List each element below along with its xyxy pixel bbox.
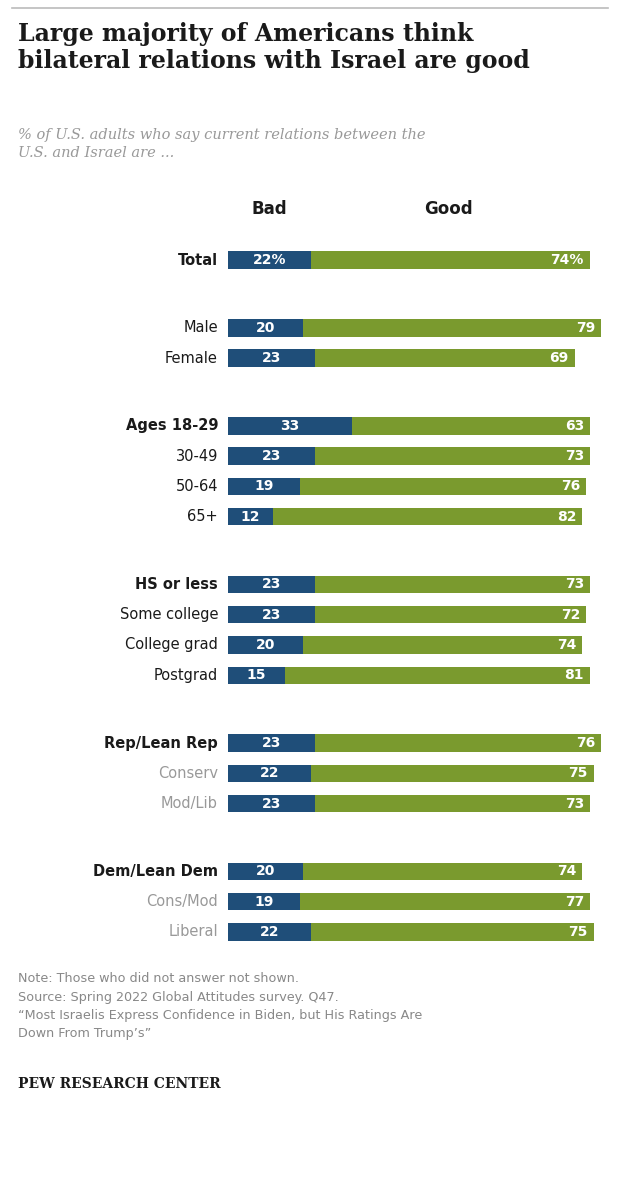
Text: 33: 33 bbox=[281, 419, 300, 433]
Text: 74: 74 bbox=[557, 638, 577, 652]
Bar bbox=[315, 448, 590, 464]
Bar bbox=[228, 636, 303, 654]
Text: 82: 82 bbox=[557, 510, 577, 523]
Text: 22: 22 bbox=[260, 767, 279, 780]
Bar bbox=[228, 734, 315, 751]
Bar bbox=[303, 863, 582, 880]
Bar bbox=[273, 508, 582, 526]
Text: 76: 76 bbox=[576, 736, 595, 750]
Text: 19: 19 bbox=[254, 894, 273, 908]
Bar bbox=[285, 666, 590, 684]
Bar bbox=[228, 576, 315, 593]
Text: Note: Those who did not answer not shown.
Source: Spring 2022 Global Attitudes s: Note: Those who did not answer not shown… bbox=[18, 972, 422, 1040]
Text: 63: 63 bbox=[565, 419, 584, 433]
Text: Cons/Mod: Cons/Mod bbox=[146, 894, 218, 910]
Text: 69: 69 bbox=[549, 352, 569, 365]
Text: 23: 23 bbox=[262, 449, 281, 463]
Text: 15: 15 bbox=[247, 668, 266, 683]
Text: 75: 75 bbox=[569, 767, 588, 780]
Text: 73: 73 bbox=[565, 577, 584, 592]
Bar bbox=[228, 764, 311, 782]
Bar bbox=[303, 319, 601, 336]
Bar bbox=[228, 418, 352, 434]
Bar bbox=[315, 794, 590, 812]
Text: 74%: 74% bbox=[551, 253, 584, 268]
Text: 22%: 22% bbox=[253, 253, 286, 268]
Text: 65+: 65+ bbox=[187, 509, 218, 524]
Text: 20: 20 bbox=[256, 320, 275, 335]
Text: College grad: College grad bbox=[125, 637, 218, 653]
Bar bbox=[299, 478, 586, 496]
Text: 72: 72 bbox=[560, 607, 580, 622]
Bar bbox=[311, 251, 590, 269]
Text: PEW RESEARCH CENTER: PEW RESEARCH CENTER bbox=[18, 1078, 221, 1091]
Text: Rep/Lean Rep: Rep/Lean Rep bbox=[104, 736, 218, 750]
Bar bbox=[315, 734, 601, 751]
Text: 73: 73 bbox=[565, 449, 584, 463]
Text: Postgrad: Postgrad bbox=[154, 667, 218, 683]
Text: Conserv: Conserv bbox=[158, 766, 218, 781]
Bar bbox=[228, 319, 303, 336]
Bar bbox=[311, 764, 594, 782]
Text: 74: 74 bbox=[557, 864, 577, 878]
Text: Mod/Lib: Mod/Lib bbox=[161, 796, 218, 811]
Text: 76: 76 bbox=[561, 480, 580, 493]
Text: Liberal: Liberal bbox=[169, 924, 218, 940]
Bar bbox=[228, 666, 285, 684]
Text: 23: 23 bbox=[262, 607, 281, 622]
Bar bbox=[228, 893, 299, 911]
Bar bbox=[315, 606, 586, 624]
Text: Good: Good bbox=[424, 200, 473, 218]
Text: Ages 18-29: Ages 18-29 bbox=[125, 419, 218, 433]
Text: 20: 20 bbox=[256, 638, 275, 652]
Text: 30-49: 30-49 bbox=[175, 449, 218, 463]
Text: % of U.S. adults who say current relations between the
U.S. and Israel are ...: % of U.S. adults who say current relatio… bbox=[18, 128, 425, 161]
Text: Bad: Bad bbox=[252, 200, 287, 218]
Text: Some college: Some college bbox=[120, 607, 218, 623]
Bar bbox=[228, 508, 273, 526]
Text: 79: 79 bbox=[576, 320, 595, 335]
Text: 81: 81 bbox=[564, 668, 584, 683]
Bar bbox=[228, 794, 315, 812]
Bar bbox=[311, 923, 594, 941]
Bar bbox=[315, 349, 575, 367]
Bar bbox=[228, 606, 315, 624]
Bar bbox=[228, 863, 303, 880]
Text: 23: 23 bbox=[262, 352, 281, 365]
Text: 23: 23 bbox=[262, 736, 281, 750]
Text: Large majority of Americans think
bilateral relations with Israel are good: Large majority of Americans think bilate… bbox=[18, 22, 529, 73]
Text: 73: 73 bbox=[565, 797, 584, 810]
Text: 22: 22 bbox=[260, 925, 279, 938]
Text: 20: 20 bbox=[256, 864, 275, 878]
Text: Total: Total bbox=[178, 253, 218, 268]
Text: 12: 12 bbox=[241, 510, 260, 523]
Text: 23: 23 bbox=[262, 577, 281, 592]
Bar bbox=[352, 418, 590, 434]
Bar bbox=[299, 893, 590, 911]
Text: 50-64: 50-64 bbox=[175, 479, 218, 494]
Bar bbox=[315, 576, 590, 593]
Text: 19: 19 bbox=[254, 480, 273, 493]
Bar bbox=[228, 923, 311, 941]
Bar bbox=[228, 349, 315, 367]
Text: Dem/Lean Dem: Dem/Lean Dem bbox=[93, 864, 218, 878]
Bar bbox=[228, 478, 299, 496]
Bar bbox=[228, 251, 311, 269]
Bar bbox=[303, 636, 582, 654]
Text: 75: 75 bbox=[569, 925, 588, 938]
Text: HS or less: HS or less bbox=[135, 577, 218, 592]
Text: 77: 77 bbox=[565, 894, 584, 908]
Text: Female: Female bbox=[165, 350, 218, 366]
Text: 23: 23 bbox=[262, 797, 281, 810]
Text: Male: Male bbox=[184, 320, 218, 335]
Bar bbox=[228, 448, 315, 464]
